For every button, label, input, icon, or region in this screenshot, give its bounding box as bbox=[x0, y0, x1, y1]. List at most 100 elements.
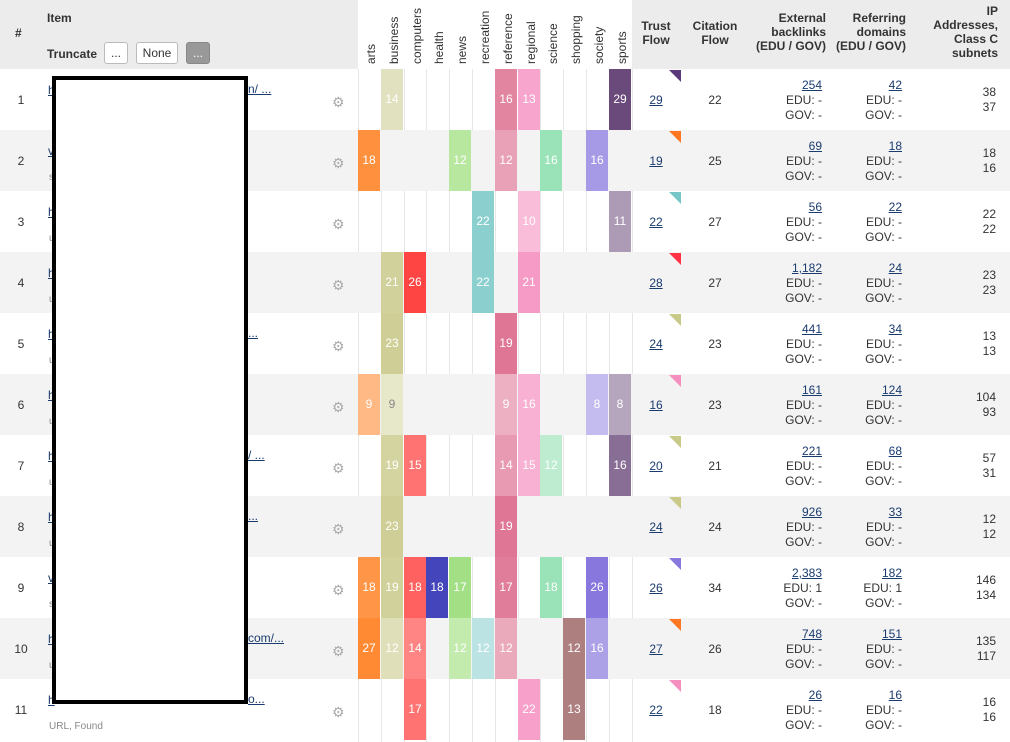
row-url-link[interactable]: h bbox=[48, 388, 55, 402]
topic-header-reference[interactable]: reference bbox=[501, 13, 515, 64]
topic-cell-sports: 8 bbox=[609, 374, 631, 435]
ip-addresses-cell: 104 93 bbox=[976, 390, 996, 420]
row-url-link[interactable]: h bbox=[48, 83, 55, 97]
referring-domains-link[interactable]: 33 bbox=[888, 505, 902, 519]
gear-icon[interactable]: ⚙ bbox=[332, 521, 345, 537]
gear-icon[interactable]: ⚙ bbox=[332, 582, 345, 598]
header-background-right bbox=[632, 0, 1010, 69]
trust-flow-value[interactable]: 27 bbox=[649, 642, 663, 656]
truncate-full-button[interactable]: ... bbox=[186, 42, 210, 64]
referring-domains-link[interactable]: 18 bbox=[888, 139, 902, 153]
row-url-link[interactable]: h bbox=[48, 510, 55, 524]
topic-header-news[interactable]: news bbox=[455, 35, 469, 64]
trust-flow-value[interactable]: 20 bbox=[649, 459, 663, 473]
citation-flow-header[interactable]: Citation Flow bbox=[692, 19, 738, 47]
topic-cell-computers: 15 bbox=[404, 435, 426, 496]
referring-domains-link[interactable]: 16 bbox=[888, 688, 902, 702]
trust-flow-header[interactable]: Trust Flow bbox=[641, 19, 671, 47]
external-backlinks-link[interactable]: 56 bbox=[808, 200, 822, 214]
trust-flow-value[interactable]: 24 bbox=[649, 337, 663, 351]
row-number: 2 bbox=[17, 154, 25, 168]
external-backlinks-link[interactable]: 2,383 bbox=[791, 566, 822, 580]
topic-header-business[interactable]: business bbox=[387, 16, 401, 64]
external-backlinks-link[interactable]: 926 bbox=[801, 505, 822, 519]
trust-flow-value[interactable]: 26 bbox=[649, 581, 663, 595]
gear-icon[interactable]: ⚙ bbox=[332, 460, 345, 476]
row-url-link[interactable]: h bbox=[48, 205, 55, 219]
row-url-link[interactable]: h bbox=[48, 327, 55, 341]
gear-icon[interactable]: ⚙ bbox=[332, 155, 345, 171]
gear-icon[interactable]: ⚙ bbox=[332, 277, 345, 293]
gear-icon[interactable]: ⚙ bbox=[332, 216, 345, 232]
referring-domains-link[interactable]: 22 bbox=[888, 200, 902, 214]
topic-header-science[interactable]: science bbox=[546, 23, 560, 64]
row-url-link-tail[interactable]: ... bbox=[248, 509, 259, 523]
topic-header-arts[interactable]: arts bbox=[364, 43, 378, 64]
external-backlinks-link[interactable]: 26 bbox=[808, 688, 822, 702]
topic-header-sports[interactable]: sports bbox=[615, 31, 629, 64]
referring-domains-header[interactable]: Referring domains (EDU / GOV) bbox=[835, 11, 906, 53]
external-backlinks-link[interactable]: 254 bbox=[801, 78, 822, 92]
external-backlinks-link[interactable]: 441 bbox=[801, 322, 822, 336]
referring-domains-link[interactable]: 68 bbox=[888, 444, 902, 458]
row-url-link-tail[interactable]: com/... bbox=[248, 631, 285, 645]
gear-icon[interactable]: ⚙ bbox=[332, 94, 345, 110]
gear-icon[interactable]: ⚙ bbox=[332, 399, 345, 415]
row-url-link[interactable]: v bbox=[48, 571, 54, 585]
topic-header-shopping[interactable]: shopping bbox=[569, 15, 583, 64]
referring-domains-link[interactable]: 24 bbox=[888, 261, 902, 275]
row-url-link-tail[interactable]: o... bbox=[248, 692, 265, 706]
row-url-link[interactable]: h bbox=[48, 266, 55, 280]
external-backlinks-cell: 254 EDU: - GOV: - bbox=[752, 78, 822, 123]
row-url-link-tail[interactable]: / ... bbox=[248, 448, 265, 462]
topic-cell-reference: 16 bbox=[495, 69, 517, 130]
trust-flow-value[interactable]: 22 bbox=[649, 215, 663, 229]
trust-flow-value[interactable]: 24 bbox=[649, 520, 663, 534]
external-backlinks-cell: 69 EDU: - GOV: - bbox=[752, 139, 822, 184]
topic-header-regional[interactable]: regional bbox=[524, 21, 538, 64]
gear-icon[interactable]: ⚙ bbox=[332, 338, 345, 354]
trust-flow-value[interactable]: 28 bbox=[649, 276, 663, 290]
trust-flow-value[interactable]: 29 bbox=[649, 93, 663, 107]
referring-domains-link[interactable]: 124 bbox=[881, 383, 902, 397]
topic-header-society[interactable]: society bbox=[592, 26, 606, 64]
table-header: # Item Truncate ... None ... arts busines… bbox=[0, 0, 1010, 69]
row-url-link-tail[interactable]: n/ ... bbox=[248, 82, 272, 96]
trust-flow-value[interactable]: 16 bbox=[649, 398, 663, 412]
row-url-link[interactable]: h bbox=[48, 693, 55, 707]
row-url-link[interactable]: h bbox=[48, 449, 55, 463]
truncate-none-button[interactable]: None bbox=[136, 42, 178, 64]
trust-flow-topic-marker bbox=[669, 192, 681, 204]
trust-flow-value[interactable]: 19 bbox=[649, 154, 663, 168]
citation-flow-value: 24 bbox=[708, 520, 722, 534]
topic-cell-society: 16 bbox=[586, 130, 608, 191]
topic-cell-regional: 10 bbox=[518, 191, 540, 252]
row-url-link[interactable]: v bbox=[48, 144, 54, 158]
external-backlinks-link[interactable]: 221 bbox=[801, 444, 822, 458]
row-url-link-tail[interactable]: ... bbox=[248, 326, 259, 340]
referring-domains-link[interactable]: 42 bbox=[888, 78, 902, 92]
external-edu-count: EDU: - bbox=[786, 337, 822, 351]
referring-domains-cell: 151 EDU: - GOV: - bbox=[834, 627, 902, 672]
gear-icon[interactable]: ⚙ bbox=[332, 643, 345, 659]
topic-header-health[interactable]: health bbox=[432, 31, 446, 64]
referring-domains-link[interactable]: 34 bbox=[888, 322, 902, 336]
topic-header-computers[interactable]: computers bbox=[410, 7, 424, 64]
external-backlinks-link[interactable]: 748 bbox=[801, 627, 822, 641]
referring-domains-link[interactable]: 151 bbox=[881, 627, 902, 641]
topic-cell-reference: 17 bbox=[495, 557, 517, 618]
external-backlinks-link[interactable]: 1,182 bbox=[791, 261, 822, 275]
trust-flow-topic-marker bbox=[669, 619, 681, 631]
ip-addresses-cell: 13 13 bbox=[983, 329, 996, 359]
referring-domains-link[interactable]: 182 bbox=[881, 566, 902, 580]
topic-header-recreation[interactable]: recreation bbox=[478, 10, 492, 64]
trust-flow-value[interactable]: 22 bbox=[649, 703, 663, 717]
gear-icon[interactable]: ⚙ bbox=[332, 704, 345, 720]
column-item-header[interactable]: Item bbox=[47, 11, 72, 25]
truncate-short-button[interactable]: ... bbox=[104, 42, 128, 64]
external-backlinks-link[interactable]: 161 bbox=[801, 383, 822, 397]
external-backlinks-header[interactable]: External backlinks (EDU / GOV) bbox=[755, 11, 826, 53]
external-backlinks-link[interactable]: 69 bbox=[808, 139, 822, 153]
row-url-link[interactable]: h bbox=[48, 632, 55, 646]
